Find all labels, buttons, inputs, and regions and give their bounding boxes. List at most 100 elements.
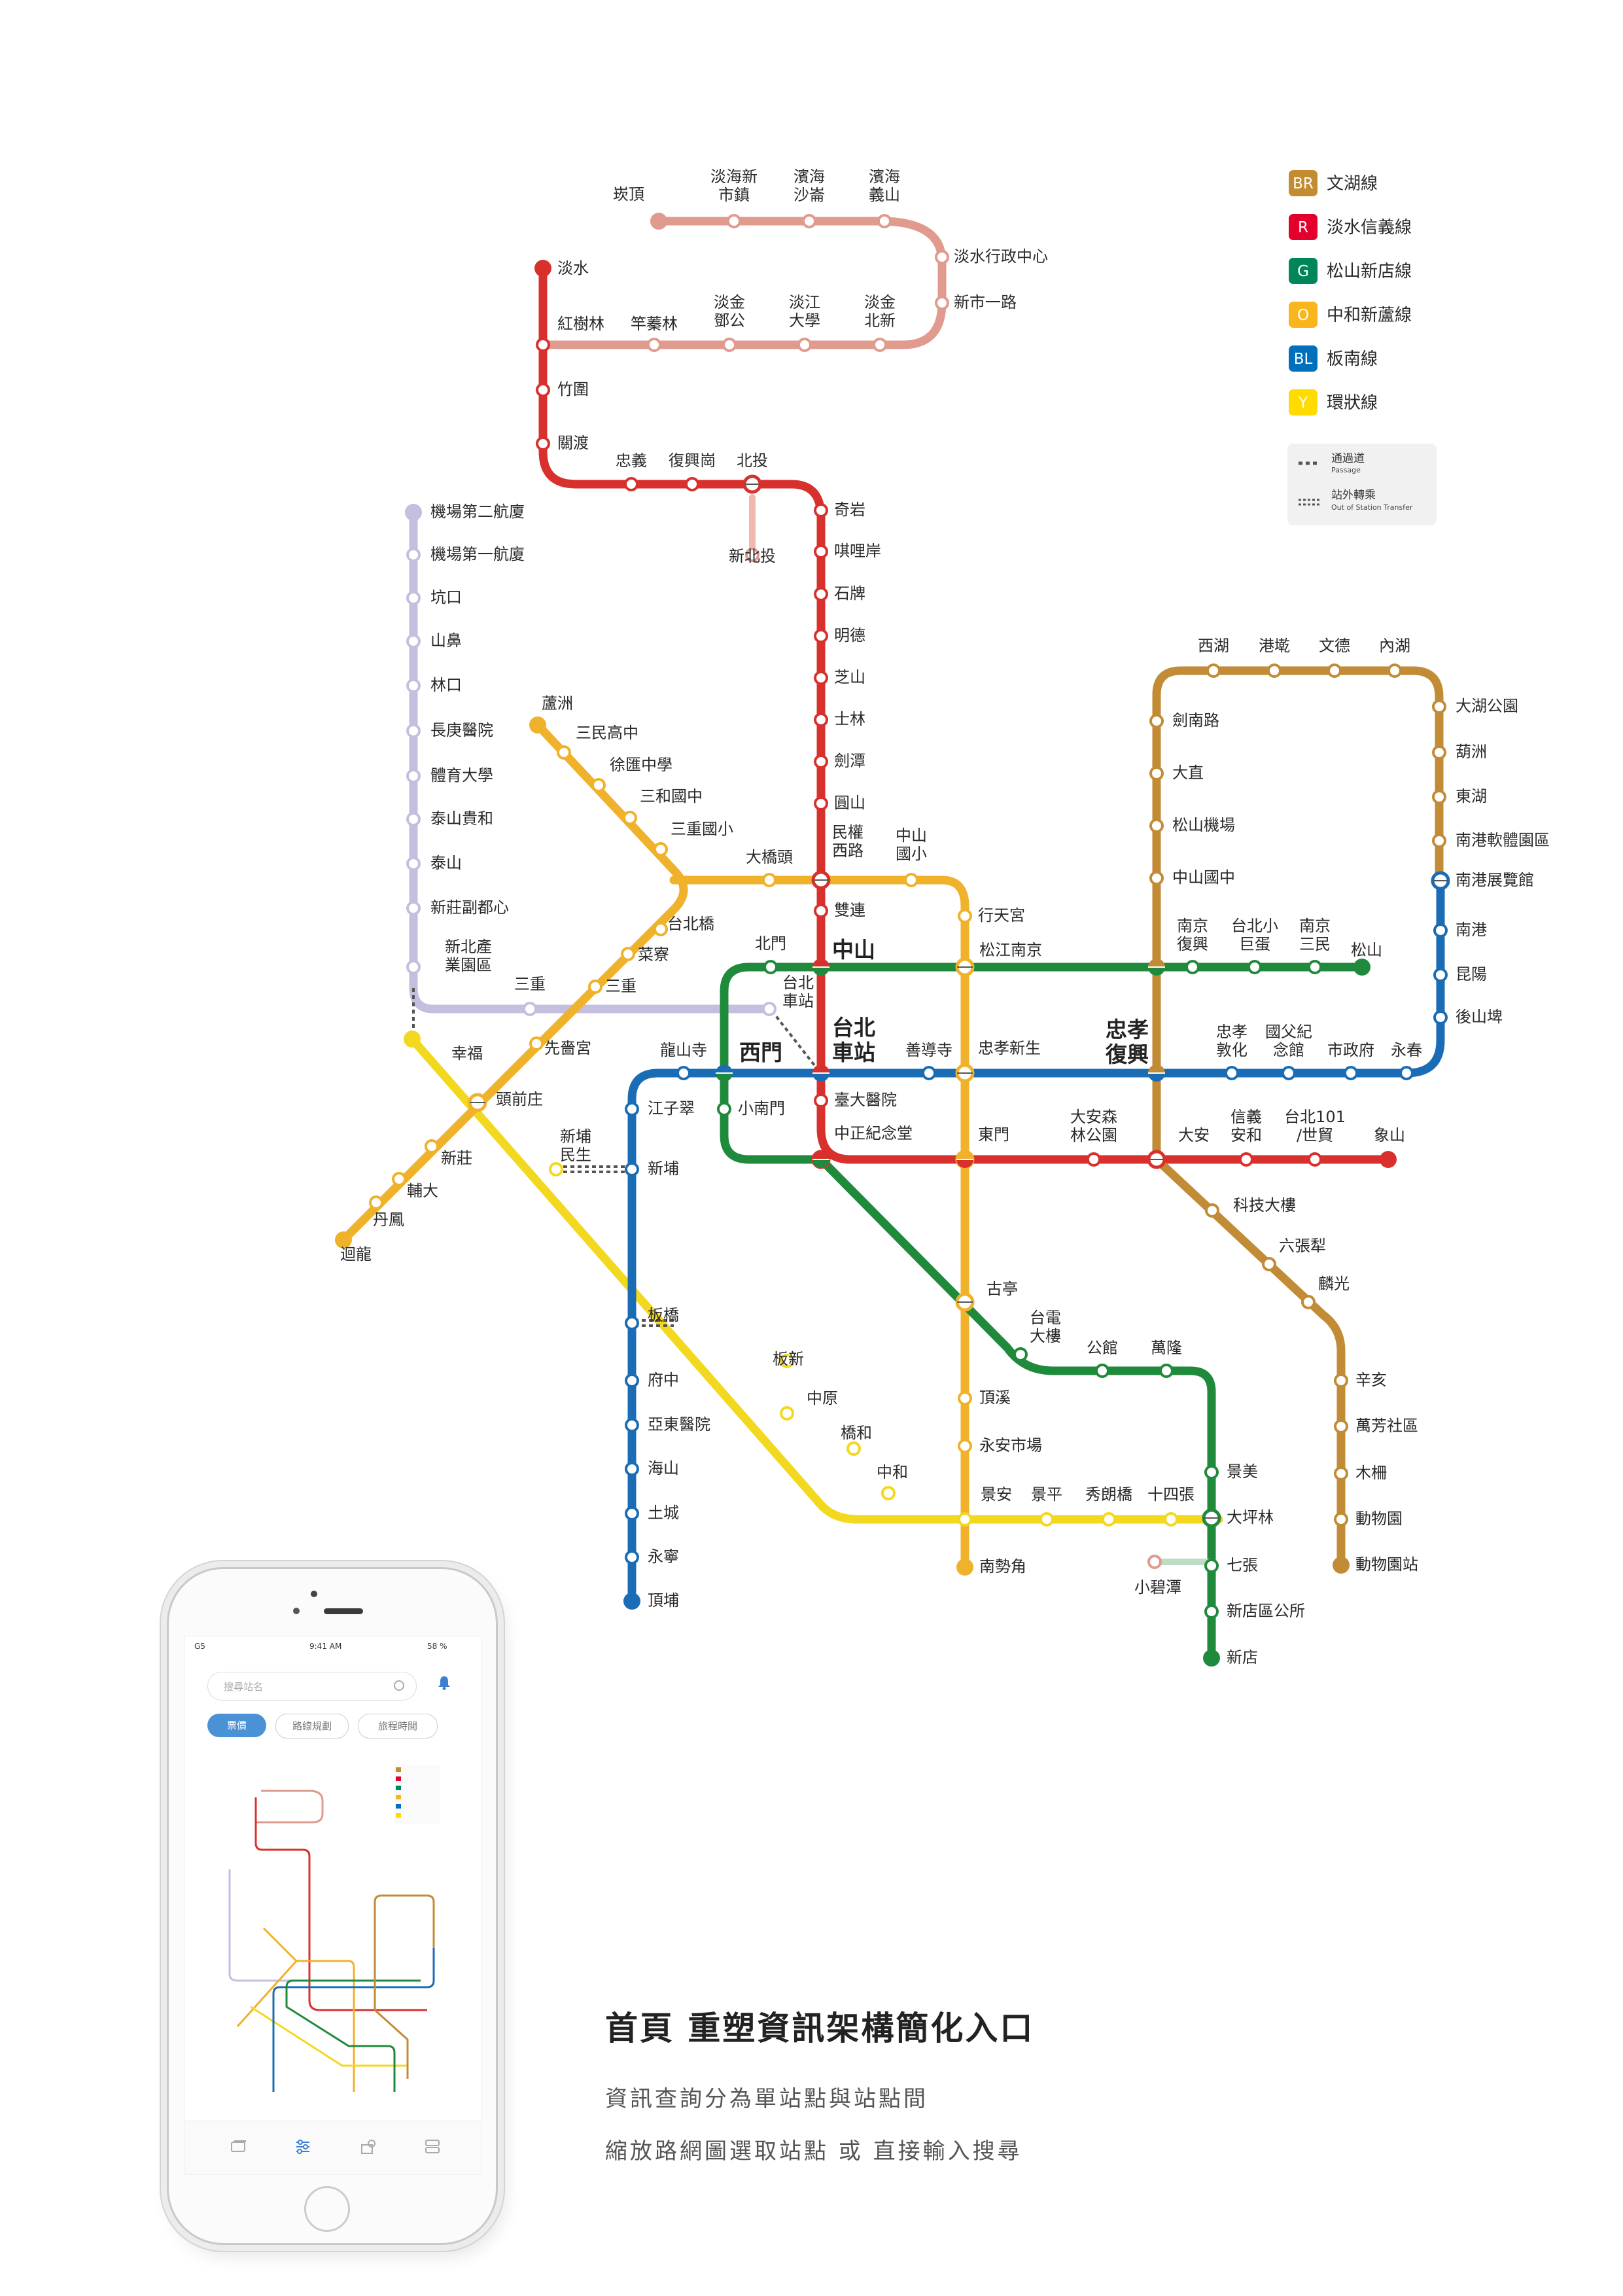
station-dot-xinshi_1st_rd[interactable] bbox=[935, 296, 949, 310]
tab-route-planning[interactable]: 路線規劃 bbox=[275, 1714, 349, 1739]
station-dot-liuzhangli[interactable] bbox=[1262, 1257, 1276, 1271]
station-dot-zhongyuan[interactable] bbox=[780, 1406, 794, 1421]
station-dot-xinzhuang_fudu[interactable] bbox=[406, 901, 421, 915]
station-dot-qizhang[interactable] bbox=[1204, 1559, 1219, 1573]
station-dot-far_eastern[interactable] bbox=[625, 1418, 639, 1432]
station-dot-zhongshan_jhs[interactable] bbox=[1149, 871, 1164, 885]
station-dot-xinyi_anhe[interactable] bbox=[1239, 1152, 1253, 1167]
station-dot-xindian_office[interactable] bbox=[1204, 1604, 1219, 1619]
station-dot-kanding[interactable] bbox=[650, 213, 667, 230]
station-dot-beimen[interactable] bbox=[763, 960, 778, 974]
station-dot-muzha[interactable] bbox=[1334, 1466, 1348, 1481]
station-dot-linguang[interactable] bbox=[1301, 1295, 1316, 1309]
station-dot-qiaohe[interactable] bbox=[846, 1441, 861, 1456]
station-dot-ganzhenlin[interactable] bbox=[647, 338, 661, 352]
station-dot-tamsui_new_town[interactable] bbox=[727, 214, 741, 228]
station-dot-xiaobitan[interactable] bbox=[1147, 1555, 1162, 1569]
station-dot-shandao[interactable] bbox=[922, 1066, 936, 1080]
station-dot-jiangzicui[interactable] bbox=[625, 1102, 639, 1116]
station-dot-yongan_market[interactable] bbox=[958, 1439, 972, 1453]
station-dot-guandu[interactable] bbox=[536, 436, 550, 451]
station-dot-yongning[interactable] bbox=[625, 1550, 639, 1564]
station-dot-taishan[interactable] bbox=[406, 857, 421, 871]
station-dot-fuzhong[interactable] bbox=[625, 1373, 639, 1388]
nav-route-icon[interactable] bbox=[294, 2138, 312, 2155]
station-dot-mingde[interactable] bbox=[814, 629, 828, 643]
nav-card-icon[interactable] bbox=[230, 2138, 248, 2155]
mini-map-thumbnail[interactable] bbox=[211, 1752, 460, 2092]
station-dot-city_hall[interactable] bbox=[1344, 1066, 1358, 1080]
station-dot-zhishan[interactable] bbox=[814, 671, 828, 685]
station-dot-binhai_yishan[interactable] bbox=[877, 214, 892, 228]
station-dot-taipei_zoo_stop[interactable] bbox=[1334, 1512, 1348, 1527]
station-dot-daan_park[interactable] bbox=[1087, 1152, 1101, 1167]
station-dot-xianse[interactable] bbox=[529, 1036, 544, 1051]
station-dot-tucheng[interactable] bbox=[625, 1506, 639, 1521]
station-dot-jingping[interactable] bbox=[1039, 1512, 1054, 1527]
tab-travel-time[interactable]: 旅程時間 bbox=[358, 1714, 438, 1739]
station-dot-airport_t2[interactable] bbox=[405, 504, 422, 521]
station-dot-cailiao[interactable] bbox=[621, 947, 635, 961]
station-dot-sanchong_2[interactable] bbox=[588, 980, 602, 994]
station-dot-shipai[interactable] bbox=[814, 587, 828, 601]
station-dot-tamkang_beixin[interactable] bbox=[873, 338, 887, 352]
station-dot-nanjing_fuxing[interactable] bbox=[1185, 960, 1200, 974]
station-dot-linkou[interactable] bbox=[406, 679, 421, 693]
station-dot-houshanpi[interactable] bbox=[1433, 1010, 1448, 1025]
tab-fare[interactable]: 票價 bbox=[207, 1714, 266, 1737]
station-dot-fu_jen[interactable] bbox=[392, 1172, 406, 1186]
station-dot-changgung[interactable] bbox=[406, 724, 421, 738]
station-dot-banxin[interactable] bbox=[780, 1354, 794, 1368]
station-dot-banqiao[interactable] bbox=[625, 1316, 639, 1330]
station-dot-songshan_airport[interactable] bbox=[1149, 819, 1164, 833]
nav-menu-icon[interactable] bbox=[423, 2138, 442, 2155]
station-dot-fuxinggang[interactable] bbox=[685, 477, 699, 491]
station-dot-huzhou[interactable] bbox=[1432, 745, 1446, 760]
station-dot-taipei_main[interactable] bbox=[762, 1002, 777, 1016]
station-dot-sanmin_hs[interactable] bbox=[557, 745, 571, 760]
station-search-input[interactable]: 搜尋站名 bbox=[207, 1672, 417, 1701]
station-dot-xiulang[interactable] bbox=[1102, 1512, 1116, 1527]
station-dot-technology_bldg[interactable] bbox=[1205, 1203, 1219, 1218]
station-dot-huilong[interactable] bbox=[335, 1231, 352, 1248]
station-dot-xihu[interactable] bbox=[1206, 663, 1221, 678]
station-dot-jiannan[interactable] bbox=[1149, 714, 1164, 728]
station-dot-wanlong[interactable] bbox=[1159, 1364, 1174, 1378]
station-dot-xinbeitou[interactable] bbox=[745, 548, 759, 562]
station-dot-xingfu[interactable] bbox=[404, 1031, 421, 1048]
station-dot-shuanglian[interactable] bbox=[814, 904, 828, 918]
station-dot-ntsu[interactable] bbox=[406, 769, 421, 783]
station-dot-nangang[interactable] bbox=[1433, 923, 1448, 938]
station-dot-tamsui[interactable] bbox=[534, 260, 551, 277]
station-dot-taipower[interactable] bbox=[1013, 1347, 1028, 1362]
station-dot-zhongxiao_dunhua[interactable] bbox=[1225, 1066, 1239, 1080]
station-dot-gangqian[interactable] bbox=[1267, 663, 1282, 678]
station-dot-daqiaotou[interactable] bbox=[762, 873, 777, 887]
station-dot-binhai_shalun[interactable] bbox=[802, 214, 816, 228]
station-dot-xinhai[interactable] bbox=[1334, 1373, 1348, 1388]
station-dot-nanshijiao[interactable] bbox=[956, 1559, 973, 1576]
station-dot-zhongyi[interactable] bbox=[624, 477, 638, 491]
station-dot-nangang_software[interactable] bbox=[1432, 834, 1446, 848]
search-icon[interactable] bbox=[394, 1680, 404, 1691]
station-dot-xiaonanmen[interactable] bbox=[717, 1102, 731, 1116]
station-dot-new_taipei_park[interactable] bbox=[406, 960, 421, 974]
station-dot-qiyan[interactable] bbox=[814, 503, 828, 518]
station-dot-zhongshan_es[interactable] bbox=[904, 873, 918, 887]
station-dot-kunyang[interactable] bbox=[1433, 968, 1448, 982]
station-dot-airport_t1[interactable] bbox=[406, 548, 421, 562]
station-dot-xinpu[interactable] bbox=[625, 1162, 639, 1176]
station-dot-xindian[interactable] bbox=[1203, 1650, 1220, 1667]
station-dot-xinpu_minsheng[interactable] bbox=[549, 1162, 563, 1176]
station-dot-yuanshan[interactable] bbox=[814, 796, 828, 811]
station-dot-jiantan[interactable] bbox=[814, 754, 828, 769]
station-dot-zhuwei[interactable] bbox=[536, 383, 550, 397]
station-dot-shisizhang[interactable] bbox=[1164, 1512, 1178, 1527]
station-dot-ntu_hospital[interactable] bbox=[814, 1093, 828, 1108]
station-dot-yongchun[interactable] bbox=[1399, 1066, 1414, 1080]
notification-bell-icon[interactable] bbox=[438, 1676, 451, 1690]
station-dot-sun_yatsen[interactable] bbox=[1282, 1066, 1296, 1080]
station-dot-wende[interactable] bbox=[1327, 663, 1342, 678]
station-dot-jingmei[interactable] bbox=[1204, 1465, 1219, 1479]
station-dot-xinzhuang[interactable] bbox=[425, 1139, 439, 1154]
